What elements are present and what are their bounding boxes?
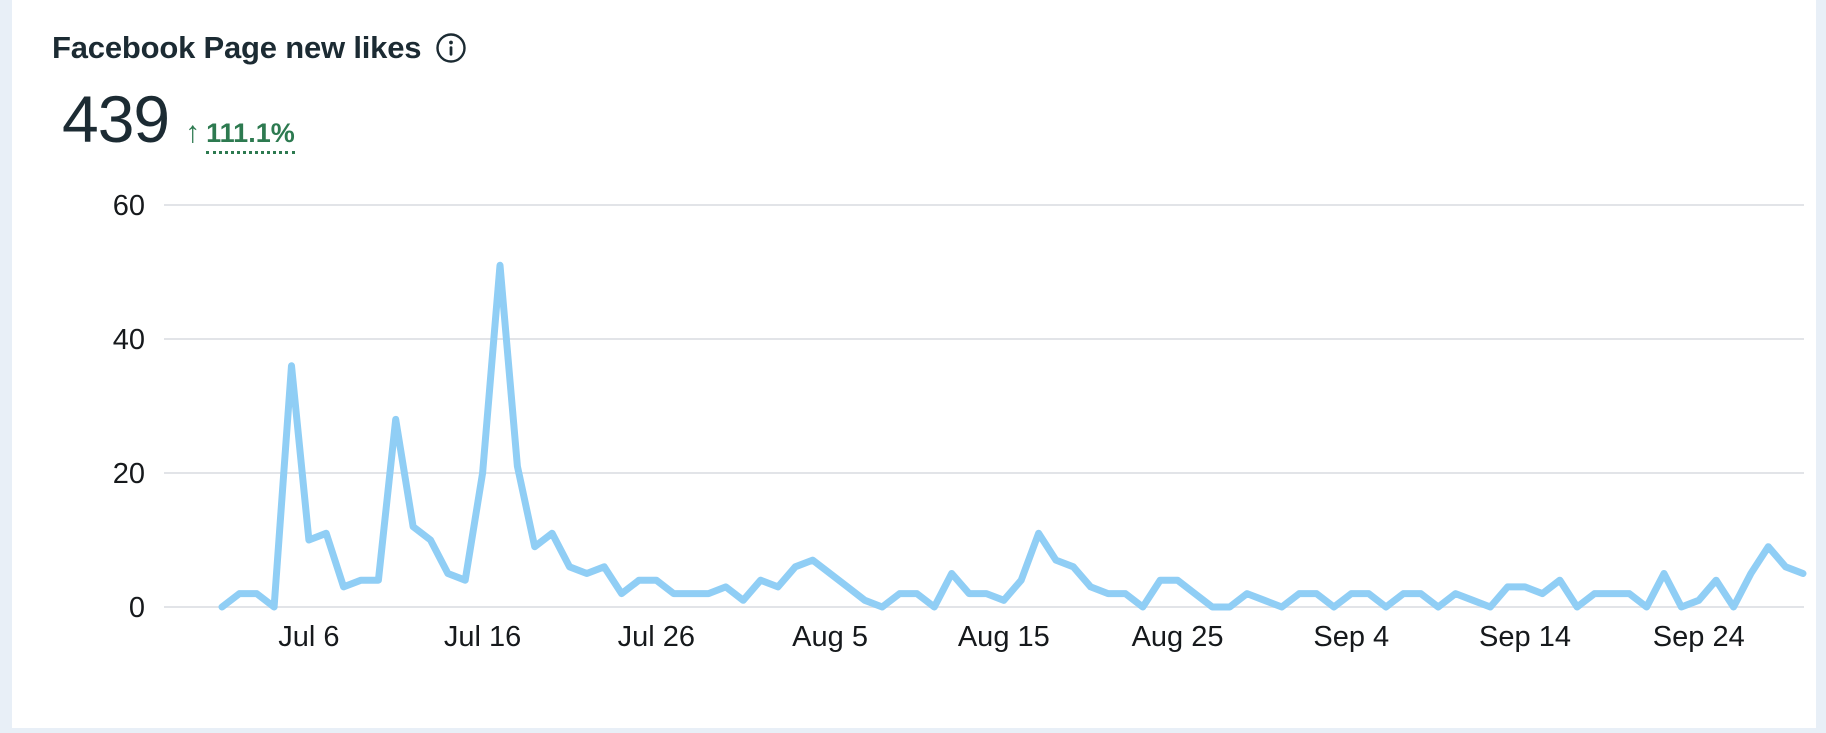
chart-svg: 0 20 40 60 Jul 6 Jul 16 Jul 26 Aug 5 Aug 15 Aug 2… xyxy=(113,190,1807,653)
x-axis-label-aug-25: Aug 25 xyxy=(1132,621,1224,653)
x-axis-label-sep-4: Sep 4 xyxy=(1313,621,1389,653)
info-icon[interactable] xyxy=(435,32,467,64)
x-axis-label-aug-5: Aug 5 xyxy=(792,621,868,653)
card-title: Facebook Page new likes xyxy=(52,30,422,65)
facebook-likes-card: Facebook Page new likes 439 ↑ 111.1% 0 20… xyxy=(12,0,1816,728)
y-axis-label-20: 20 xyxy=(113,458,145,490)
x-axis-label-sep-24: Sep 24 xyxy=(1653,621,1745,653)
new-likes-data-line[interactable] xyxy=(218,261,1807,611)
metric-change-percent[interactable]: 111.1% xyxy=(206,118,295,154)
metric-total-value: 439 xyxy=(62,82,170,156)
x-axis-label-jul-26: Jul 26 xyxy=(618,621,695,653)
y-axis-label-40: 40 xyxy=(113,324,145,356)
x-axis-label-jul-16: Jul 16 xyxy=(444,621,521,653)
x-axis-label-jul-6: Jul 6 xyxy=(278,621,339,653)
y-axis-label-60: 60 xyxy=(113,190,145,222)
x-axis-label-sep-14: Sep 14 xyxy=(1479,621,1571,653)
metric-change: ↑ 111.1% xyxy=(185,118,295,154)
card-header: Facebook Page new likes xyxy=(52,30,467,66)
arrow-up-icon: ↑ xyxy=(185,116,201,149)
y-axis-label-0: 0 xyxy=(129,592,145,624)
metric-row: 439 ↑ 111.1% xyxy=(62,86,295,154)
x-axis-label-aug-15: Aug 15 xyxy=(958,621,1050,653)
new-likes-line-chart: 0 20 40 60 Jul 6 Jul 16 Jul 26 Aug 5 Aug 15 Aug 2… xyxy=(12,0,1826,728)
